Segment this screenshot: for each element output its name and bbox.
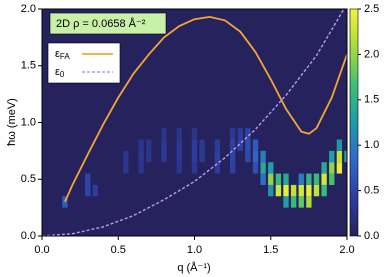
colorbar-tick-label: 0.0 <box>364 230 379 242</box>
heatmap-cell <box>176 139 182 151</box>
heatmap-cell <box>176 162 182 174</box>
heatmap-cell <box>229 128 236 140</box>
heatmap-cell <box>344 150 347 163</box>
heatmap-cell <box>62 196 68 208</box>
heatmap-cell <box>329 150 335 163</box>
heatmap-cell <box>92 184 99 197</box>
heatmap-cell <box>245 150 251 163</box>
heatmap-cell <box>191 139 198 151</box>
colorbar-tick-label: 1.0 <box>364 139 379 151</box>
colorbar-tick-label: 2.5 <box>364 3 379 15</box>
y-axis-label: ħω (meV) <box>6 98 18 146</box>
heatmap-cell <box>283 184 289 197</box>
heatmap-cell <box>336 162 343 174</box>
x-tick-label: 1.0 <box>187 244 202 256</box>
heatmap-cell <box>268 162 274 174</box>
heatmap-cell <box>176 128 182 140</box>
heatmap-cell <box>85 184 91 197</box>
heatmap-cell <box>336 150 343 163</box>
heatmap-cell <box>252 162 259 174</box>
heatmap-cell <box>123 162 129 174</box>
heatmap-cell <box>229 150 236 163</box>
heatmap-cell <box>306 173 312 185</box>
heatmap-cell <box>138 150 144 163</box>
heatmap-cell <box>298 173 304 185</box>
heatmap-cell <box>191 162 198 174</box>
legend-box <box>47 42 121 84</box>
heatmap-cell <box>214 150 221 163</box>
heatmap-cell <box>252 150 259 163</box>
series-line <box>42 9 345 236</box>
heatmap-cell <box>237 128 243 140</box>
heatmap-cell <box>306 196 312 208</box>
heatmap-cell <box>321 173 327 185</box>
x-tick-label: 0.5 <box>111 244 126 256</box>
heatmap-cell <box>199 139 205 151</box>
heatmap-cell <box>336 139 343 151</box>
y-tick-label: 0.5 <box>21 173 36 185</box>
colorbar-tick-label: 2.0 <box>364 48 379 60</box>
x-tick-label: 1.5 <box>263 244 278 256</box>
heatmap-cell <box>275 173 282 185</box>
heatmap-cell <box>146 150 152 163</box>
y-tick-label: 1.0 <box>21 116 36 128</box>
colorbar <box>349 8 359 237</box>
heatmap-cell <box>290 196 297 208</box>
heatmap-cell <box>283 196 289 208</box>
heatmap-cell <box>229 139 236 151</box>
heatmap-cell <box>138 162 144 174</box>
heatmap-cell <box>321 162 327 174</box>
heatmap-cell <box>199 150 205 163</box>
heatmap-cell <box>161 139 167 151</box>
heatmap-cell <box>191 128 198 140</box>
legend-label: εFA <box>55 48 70 61</box>
heatmap-cell <box>268 184 274 197</box>
heatmap-cell <box>260 162 266 174</box>
annotation: 2D ρ = 0.0658 Å⁻² <box>56 17 146 30</box>
heatmap-cell <box>275 184 282 197</box>
heatmap-cell <box>260 150 266 163</box>
heatmap-cell <box>123 150 129 163</box>
heatmap-cell <box>245 128 251 140</box>
series-line <box>64 15 347 203</box>
heatmap-cell <box>313 173 320 185</box>
heatmap-cell <box>268 173 274 185</box>
heatmap-cell <box>298 196 304 208</box>
annotation-box <box>49 12 167 35</box>
heatmap-cell <box>161 128 167 140</box>
x-tick-label: 2.0 <box>339 244 354 256</box>
heatmap-cell <box>283 173 289 185</box>
x-axis-label: q (Å⁻¹) <box>177 261 210 274</box>
heatmap-cell <box>260 173 266 185</box>
heatmap-cell <box>191 150 198 163</box>
heatmap-cell <box>229 162 236 174</box>
heatmap-cell <box>329 173 335 185</box>
y-tick-label: 0.0 <box>21 230 36 242</box>
heatmap-cell <box>245 139 251 151</box>
heatmap-cell <box>329 162 335 174</box>
heatmap-cell <box>321 184 327 197</box>
colorbar-tick-label: 1.5 <box>364 94 379 106</box>
heatmap-cell <box>146 139 152 151</box>
y-tick-label: 2.0 <box>21 3 36 15</box>
heatmap-cell <box>214 139 221 151</box>
heatmap-cell <box>290 184 297 197</box>
heatmap-cell <box>298 184 304 197</box>
legend-label: ε0 <box>55 66 65 79</box>
heatmap-cell <box>138 139 144 151</box>
colorbar-tick-label: 0.5 <box>364 185 379 197</box>
heatmap-cell <box>85 173 91 185</box>
heatmap-cell <box>214 162 221 174</box>
x-tick-label: 0.0 <box>34 244 49 256</box>
heatmap-cell <box>237 139 243 151</box>
y-tick-label: 1.5 <box>21 60 36 72</box>
heatmap-cell <box>161 150 167 163</box>
heatmap-cell <box>313 184 320 197</box>
heatmap-cell <box>176 150 182 163</box>
heatmap-cell <box>306 184 312 197</box>
heatmap-cell <box>252 139 259 151</box>
